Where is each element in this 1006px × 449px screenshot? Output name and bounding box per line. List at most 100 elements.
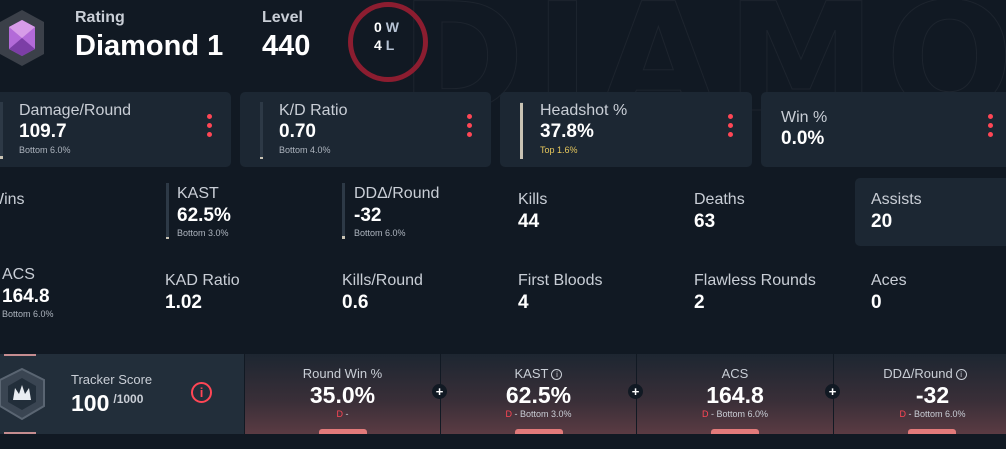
stat-label-dd-round: DDΔ/Round (354, 185, 440, 202)
win-loss-ring (348, 2, 428, 82)
stat-label-assists: Assists (871, 191, 922, 208)
segment-value: 62.5% (505, 382, 572, 408)
wins-count: 0 (374, 19, 382, 35)
losses-count: 4 (374, 37, 382, 53)
tracker-score-label: Tracker Score (71, 372, 153, 387)
more-options-icon[interactable] (466, 114, 472, 142)
stat-card-win-percent[interactable]: Win % 0.0% (761, 92, 1006, 167)
segment-grade: D (336, 409, 343, 419)
tracker-score-value: 100/1000 (71, 390, 143, 417)
more-options-icon[interactable] (987, 114, 993, 142)
stat-value-kad-ratio: 1.02 (165, 292, 202, 313)
stat-label-first-bloods: First Bloods (518, 272, 603, 289)
stat-value-kills: 44 (518, 211, 540, 232)
percentile-bar (0, 102, 3, 159)
segment-indicator (908, 429, 956, 434)
info-icon[interactable]: i (955, 369, 967, 380)
stat-value-acs: 164.8 (2, 286, 50, 307)
segment-grade: D (701, 409, 709, 419)
stat-value-kills-round: 0.6 (342, 292, 369, 313)
rating-label: Rating (75, 9, 125, 26)
stat-label-acs: ACS (2, 266, 35, 283)
card-value: 0.70 (279, 121, 316, 142)
percentile-bar (342, 183, 345, 239)
segment-indicator (318, 429, 367, 434)
card-title: Damage/Round (19, 102, 132, 119)
card-title: Headshot % (540, 102, 628, 119)
stat-card-damage-round[interactable]: Damage/Round 109.7 Bottom 6.0% (0, 92, 231, 167)
plus-icon: + (432, 384, 447, 399)
info-icon[interactable]: i (191, 382, 212, 403)
segment-grade-line: D - (245, 409, 440, 419)
card-percentile: Bottom 6.0% (19, 145, 71, 155)
stat-value-aces: 0 (871, 292, 882, 313)
stat-label-kad-ratio: KAD Ratio (165, 272, 240, 289)
card-value: 0.0% (781, 128, 825, 149)
segment-value: 164.8 (706, 382, 764, 408)
stat-label-kills-round: Kills/Round (342, 272, 423, 289)
diamond-rank-icon (0, 10, 44, 66)
plus-icon: + (825, 384, 840, 399)
segment-label: KAST (514, 366, 549, 381)
stat-label-kills: Kills (518, 191, 548, 208)
card-title: K/D Ratio (279, 102, 348, 119)
percentile-bar (260, 102, 263, 159)
stat-value-dd-round: -32 (354, 205, 382, 226)
tracker-crown-icon (0, 367, 45, 421)
stat-value-deaths: 63 (694, 211, 716, 232)
stat-label-kast: KAST (177, 185, 219, 202)
segment-label: ACS (721, 366, 749, 381)
stat-percentile-acs: Bottom 6.0% (2, 309, 54, 319)
accent-line (4, 432, 36, 434)
wins-label: W (385, 19, 400, 35)
segment-grade-line: D - Bottom 6.0% (637, 409, 833, 419)
stat-card-headshot[interactable]: Headshot % 37.8% Top 1.6% (500, 92, 752, 167)
rating-value: Diamond 1 (75, 30, 224, 62)
card-percentile: Top 1.6% (540, 145, 578, 155)
card-percentile: Bottom 4.0% (279, 145, 331, 155)
segment-acs[interactable]: ACS 164.8 D - Bottom 6.0% (636, 354, 833, 434)
more-options-icon[interactable] (727, 114, 733, 142)
stat-value-kast: 62.5% (177, 205, 231, 226)
stat-value-flawless-rounds: 2 (694, 292, 705, 313)
segment-kast[interactable]: KAST i 62.5% D - Bottom 3.0% (440, 354, 636, 434)
segment-grade: D (505, 409, 512, 419)
stat-label-wins: Wins (0, 191, 25, 208)
accent-line (4, 354, 36, 356)
stat-value-assists: 20 (871, 211, 893, 232)
segment-sub: - Bottom 6.0% (908, 409, 966, 419)
segment-sub: - Bottom 3.0% (514, 409, 572, 419)
percentile-bar (166, 183, 169, 239)
stat-label-flawless-rounds: Flawless Rounds (694, 272, 816, 289)
info-icon[interactable]: i (551, 369, 563, 380)
stat-label-deaths: Deaths (694, 191, 745, 208)
plus-icon: + (628, 384, 643, 399)
stat-label-aces: Aces (871, 272, 907, 289)
tracker-score-number: 100 (71, 390, 110, 416)
tracker-score-panel: Tracker Score 100/1000 i Round Win % 35.… (0, 354, 1006, 434)
segment-label: Round Win % (302, 366, 383, 381)
card-value: 37.8% (540, 121, 594, 142)
level-value: 440 (262, 30, 311, 62)
segment-label-wrap: KAST i (441, 366, 636, 381)
segment-grade-line: D - Bottom 6.0% (859, 409, 1006, 419)
segment-value: -32 (915, 382, 950, 408)
segment-sub: - Bottom 6.0% (710, 409, 769, 419)
segment-label-wrap: DDΔ/Round i (844, 366, 1006, 381)
segment-dd-round[interactable]: DDΔ/Round i -32 D - Bottom 6.0% (833, 354, 1006, 434)
more-options-icon[interactable] (206, 114, 212, 142)
stat-percentile-dd-round: Bottom 6.0% (354, 228, 406, 238)
stat-percentile-kast: Bottom 3.0% (177, 228, 229, 238)
segment-round-win[interactable]: Round Win % 35.0% D - (244, 354, 440, 434)
tracker-score-summary: Tracker Score 100/1000 i (0, 354, 244, 434)
card-title: Win % (781, 109, 828, 126)
stat-assists-highlight[interactable] (855, 178, 1006, 246)
segment-indicator (711, 429, 759, 434)
stat-value-first-bloods: 4 (518, 292, 529, 313)
tracker-score-max: /1000 (113, 392, 144, 406)
card-value: 109.7 (19, 121, 67, 142)
segment-grade: D (899, 409, 906, 419)
stat-card-kd-ratio[interactable]: K/D Ratio 0.70 Bottom 4.0% (240, 92, 491, 167)
